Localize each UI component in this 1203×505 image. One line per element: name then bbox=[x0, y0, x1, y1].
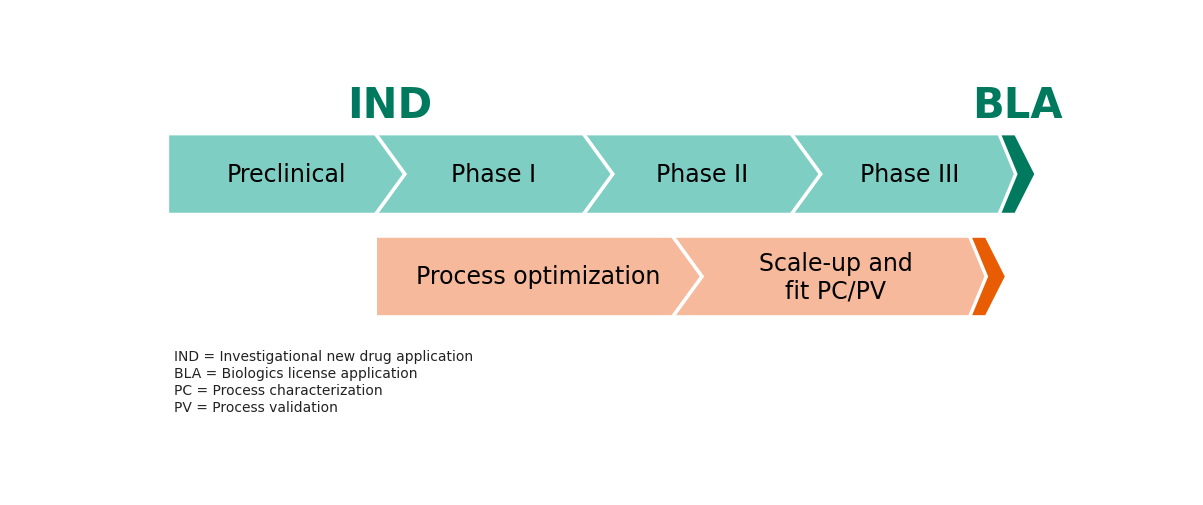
Text: BLA = Biologics license application: BLA = Biologics license application bbox=[173, 367, 417, 380]
Text: Phase I: Phase I bbox=[451, 163, 537, 187]
Text: PC = Process characterization: PC = Process characterization bbox=[173, 383, 383, 397]
Polygon shape bbox=[998, 134, 1036, 215]
Polygon shape bbox=[792, 134, 1029, 215]
Polygon shape bbox=[672, 236, 998, 317]
Text: Scale-up and
fit PC/PV: Scale-up and fit PC/PV bbox=[759, 251, 913, 303]
Polygon shape bbox=[167, 134, 404, 215]
Text: Phase II: Phase II bbox=[656, 163, 748, 187]
Text: IND: IND bbox=[348, 85, 433, 127]
Text: Phase III: Phase III bbox=[860, 163, 960, 187]
Polygon shape bbox=[583, 134, 820, 215]
Text: BLA: BLA bbox=[972, 85, 1063, 127]
Text: PV = Process validation: PV = Process validation bbox=[173, 400, 338, 414]
Text: Process optimization: Process optimization bbox=[416, 265, 660, 289]
Text: Preclinical: Preclinical bbox=[226, 163, 345, 187]
Text: IND = Investigational new drug application: IND = Investigational new drug applicati… bbox=[173, 349, 473, 364]
Polygon shape bbox=[375, 134, 612, 215]
Polygon shape bbox=[970, 236, 1007, 317]
Polygon shape bbox=[375, 236, 701, 317]
